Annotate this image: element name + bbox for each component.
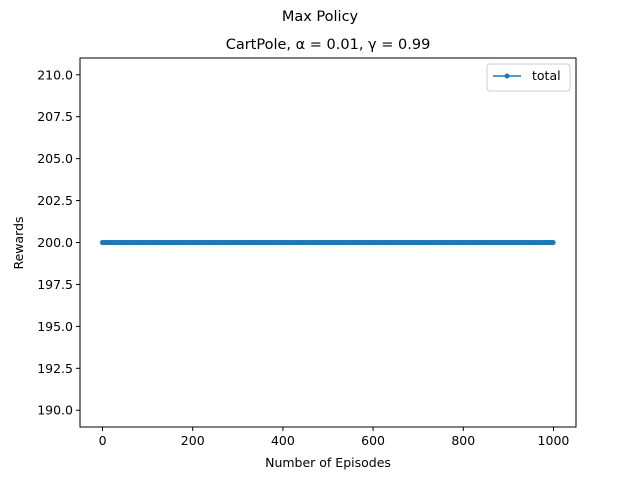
- y-tick-label: 190.0: [37, 403, 73, 418]
- y-tick-label: 192.5: [37, 361, 73, 376]
- y-tick-label: 207.5: [37, 109, 73, 124]
- y-axis-label: Rewards: [11, 216, 26, 269]
- x-tick-label: 1000: [538, 433, 570, 448]
- legend: total: [486, 63, 571, 92]
- x-tick-label: 200: [181, 433, 205, 448]
- x-axis-ticks: 0 200 400 600 800 1000: [99, 427, 570, 448]
- x-tick-label: 0: [99, 433, 107, 448]
- chart-title: CartPole, α = 0.01, γ = 0.99: [226, 37, 431, 53]
- plot-area: 0 200 400 600 800 1000 190.0 192.5 195.0 197.5 20…: [37, 57, 577, 448]
- y-tick-label: 200.0: [37, 235, 73, 250]
- series-layer: [99, 239, 556, 246]
- y-tick-label: 210.0: [37, 67, 73, 82]
- legend-box: [486, 63, 571, 92]
- legend-label-total: total: [532, 68, 561, 83]
- y-tick-label: 195.0: [37, 319, 73, 334]
- y-axis-ticks: 190.0 192.5 195.0 197.5 200.0 202.5 205.0 207.5…: [37, 67, 80, 418]
- y-tick-label: 202.5: [37, 193, 73, 208]
- legend-marker-total: [504, 73, 510, 79]
- x-tick-label: 800: [451, 433, 475, 448]
- figure-suptitle: Max Policy: [282, 9, 359, 25]
- y-tick-label: 205.0: [37, 151, 73, 166]
- y-tick-label: 197.5: [37, 277, 73, 292]
- x-axis-label: Number of Episodes: [265, 455, 391, 470]
- data-point: [550, 239, 556, 246]
- x-tick-label: 400: [271, 433, 295, 448]
- x-tick-label: 600: [361, 433, 385, 448]
